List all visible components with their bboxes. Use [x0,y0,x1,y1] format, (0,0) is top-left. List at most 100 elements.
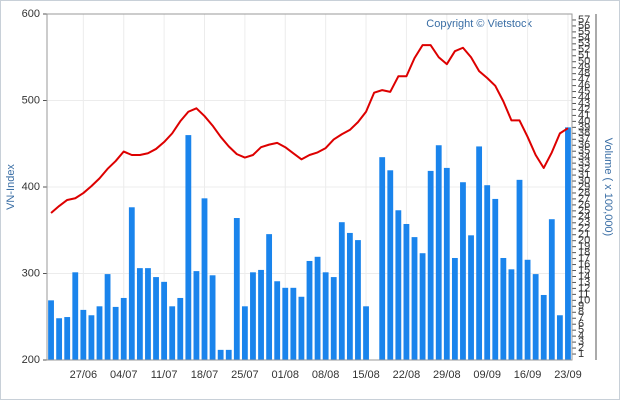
y2-tick-label: 29 [578,181,590,193]
y2-tick-label: 7 [578,312,584,324]
bar [403,223,410,360]
y2-tick-label: 16 [578,258,590,270]
bar [468,235,474,360]
bar [136,268,143,360]
y2-tick-label: 24 [578,211,590,223]
y2-tick-label: 4 [578,330,584,342]
bar [88,315,95,360]
y2-tick-label: 15 [578,264,590,276]
bar [540,294,547,360]
bar [492,198,499,360]
x-tick-label: 09/09 [473,369,501,381]
y-tick-label: 200 [22,354,40,366]
bar [64,317,71,360]
y2-axis-label: Volume ( x 100,000) [602,138,614,236]
x-tick-label: 23/09 [554,369,582,381]
y2-tick-label: 27 [578,193,590,205]
y-tick-label: 500 [22,94,40,106]
y2-tick-label: 44 [578,91,590,103]
x-tick-label: 27/06 [70,369,98,381]
bar [322,272,329,360]
bar [306,260,313,360]
y2-tick-label: 55 [578,26,590,38]
y2-tick-label: 48 [578,68,590,80]
y2-tick-label: 20 [578,235,590,247]
line [50,44,569,214]
bar [241,306,248,360]
y2-tick-label: 17 [578,252,590,264]
y-tick-label: 600 [22,8,40,20]
y2-tick-label: 30 [578,175,590,187]
bar [387,170,394,360]
bar [128,207,135,360]
x-tick-label: 29/08 [433,369,461,381]
x-tick-label: 01/08 [272,369,300,381]
bar [96,306,103,360]
bar [56,318,63,360]
bar [435,145,442,360]
bar [290,287,297,360]
y2-tick-label: 39 [578,121,590,133]
y2-tick-label: 47 [578,74,590,86]
x-tick-label: 25/07 [231,369,259,381]
bar [112,306,119,360]
y2-tick-label: 23 [578,217,590,229]
y2-tick-label: 46 [578,79,590,91]
y2-tick-label: 18 [578,247,590,259]
y2-tick-label: 11 [578,288,589,300]
y-tick-label: 400 [22,181,40,193]
bar [217,349,224,360]
y2-tick-label: 21 [578,229,590,241]
bar [476,146,483,360]
y2-tick-label: 32 [578,163,590,175]
bar [298,296,305,360]
bar [282,287,289,360]
y-axis-label: VN-Index [5,164,17,210]
bar [225,349,232,360]
bar [532,274,539,360]
bar [330,277,337,360]
bar [419,253,426,360]
y2-tick-label: 13 [578,276,590,288]
bar [233,218,240,360]
bar [193,271,200,360]
bar [460,182,466,360]
y2-tick-label: 28 [578,187,590,199]
bar [338,222,345,360]
bar [250,272,256,360]
y2-tick-label: 3 [578,336,584,348]
bar [363,306,369,360]
x-tick-label: 22/08 [393,369,421,381]
bar [153,277,159,360]
bar [185,135,192,360]
x-tick-label: 18/07 [191,369,219,381]
y2-tick-label: 25 [578,205,590,217]
y2-tick-label: 36 [578,139,590,151]
y2-tick-label: 10 [578,294,590,306]
bar [120,297,127,360]
y2-tick-label: 40 [578,115,590,127]
y2-tick-label: 35 [578,145,590,157]
x-tick-label: 08/08 [312,369,340,381]
bar [451,257,458,360]
y2-tick-label: 57 [578,14,590,26]
y2-tick-label: 26 [578,199,590,211]
bar [314,256,321,360]
y2-tick-label: 9 [578,300,584,312]
bar [201,198,208,360]
watermark: Copyright © Vietstock [426,18,532,30]
y2-tick-label: 54 [578,32,590,44]
bar [556,315,563,360]
y2-tick-label: 51 [578,50,590,62]
x-tick-label: 16/09 [514,369,542,381]
y2-tick-label: 41 [578,109,590,121]
bar [524,259,531,360]
y2-tick-label: 2 [578,342,584,354]
bar [565,127,571,361]
bar [48,300,54,360]
bar [508,269,515,360]
y2-tick-label: 37 [578,133,590,145]
bar [548,219,555,360]
x-tick-label: 11/07 [151,369,178,381]
